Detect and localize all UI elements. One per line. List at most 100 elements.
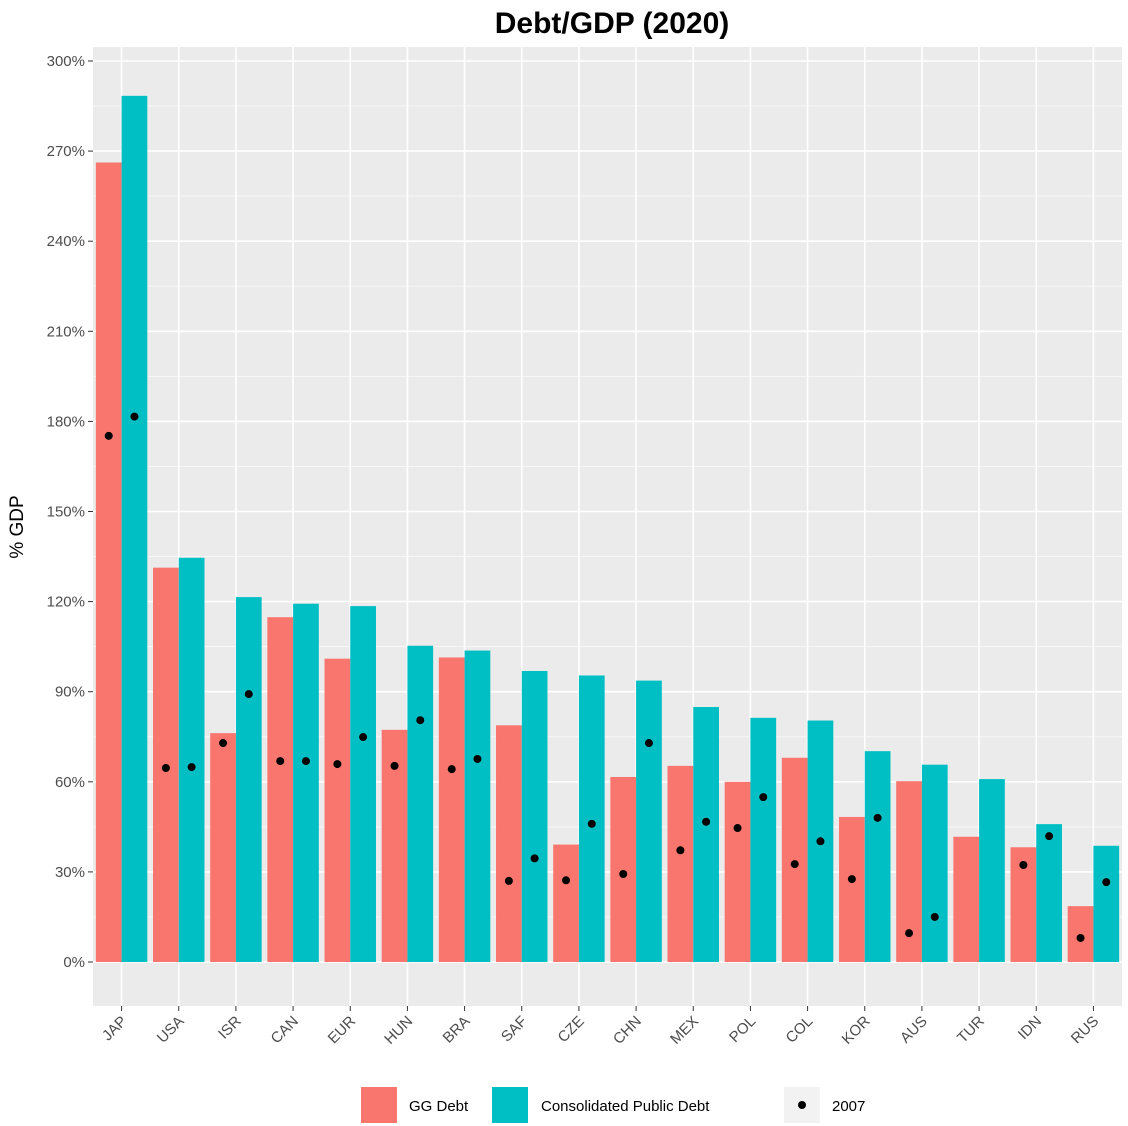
point-2007-gg-debt-bra (447, 765, 456, 774)
bar-consolidated-jap (121, 95, 148, 962)
x-tick-label-col: COL (783, 1013, 817, 1047)
bars-group (95, 95, 1120, 962)
bar-consolidated-can (293, 603, 319, 962)
y-tick-label: 30% (55, 864, 85, 881)
bar-consolidated-cze (578, 675, 605, 962)
bar-consolidated-isr (235, 597, 262, 962)
x-tick-label-isr: ISR (215, 1013, 245, 1043)
point-2007-gg-debt-rus (1076, 933, 1085, 942)
legend-swatch-gg-debt (361, 1087, 397, 1123)
y-tick-label: 180% (47, 413, 85, 430)
point-2007-gg-debt-hun (390, 761, 399, 770)
point-2007-gg-debt-pol (733, 824, 742, 833)
point-2007-consolidated-pol (759, 793, 768, 802)
bar-consolidated-mex (693, 707, 719, 962)
point-2007-gg-debt-usa (161, 763, 170, 772)
x-tick-label-eur: EUR (325, 1013, 360, 1048)
x-tick-label-rus: RUS (1068, 1013, 1102, 1047)
y-axis: 0% 30% 60% 90% 120% 150% 180% 210% 240% 270% 300% (47, 53, 93, 971)
plot-panel (93, 47, 1122, 1006)
bar-gg-debt-cze (553, 844, 579, 962)
point-2007-gg-debt-mex (676, 846, 685, 855)
bar-consolidated-idn (1036, 824, 1062, 962)
point-2007-consolidated-isr (244, 690, 253, 699)
bar-consolidated-chn (636, 680, 662, 962)
y-tick-label: 270% (47, 143, 85, 160)
point-2007-gg-debt-eur (333, 760, 342, 769)
x-axis: JAP USA ISR CAN EUR HUN BRA SAF CZE CHN MEX POL COL K… (99, 1006, 1102, 1048)
point-2007-consolidated-col (816, 837, 825, 846)
bar-gg-debt-eur (324, 658, 351, 962)
y-tick-label: 0% (63, 954, 85, 971)
point-2007-gg-debt-kor (847, 875, 856, 884)
bar-gg-debt-saf (496, 725, 522, 962)
y-tick-label: 60% (55, 774, 85, 791)
point-2007-consolidated-hun (416, 716, 425, 725)
bar-consolidated-saf (521, 670, 548, 962)
point-2007-consolidated-can (301, 757, 310, 766)
x-tick-label-chn: CHN (610, 1013, 645, 1048)
point-2007-gg-debt-jap (104, 431, 113, 440)
bar-gg-debt-pol (724, 781, 751, 962)
legend-point-2007 (798, 1101, 806, 1109)
chart-title: Debt/GDP (2020) (495, 7, 730, 40)
legend: GG Debt Consolidated Public Debt 2007 (361, 1087, 865, 1123)
point-2007-gg-debt-can (276, 757, 285, 766)
x-tick-label-tur: TUR (954, 1013, 988, 1047)
point-2007-consolidated-eur (359, 733, 368, 742)
point-2007-consolidated-chn (644, 739, 653, 748)
bar-consolidated-hun (407, 645, 434, 962)
bar-gg-debt-kor (839, 816, 865, 962)
y-tick-label: 210% (47, 323, 85, 340)
bar-gg-debt-jap (95, 162, 122, 962)
x-tick-label-saf: SAF (498, 1013, 531, 1046)
point-2007-consolidated-usa (187, 763, 196, 772)
bar-consolidated-eur (350, 606, 376, 962)
point-2007-consolidated-rus (1102, 878, 1111, 887)
point-2007-consolidated-idn (1045, 832, 1054, 841)
point-2007-gg-debt-chn (619, 870, 628, 879)
point-2007-gg-debt-cze (562, 876, 571, 885)
y-axis-label: % GDP (7, 495, 28, 558)
point-2007-gg-debt-aus (905, 929, 914, 938)
y-tick-label: 120% (47, 594, 85, 611)
y-tick-label: 90% (55, 684, 85, 701)
bar-gg-debt-tur (953, 836, 980, 962)
legend-label-consolidated-public-debt: Consolidated Public Debt (541, 1098, 710, 1115)
x-tick-label-hun: HUN (381, 1013, 416, 1048)
bar-gg-debt-chn (610, 776, 637, 962)
bar-gg-debt-col (781, 757, 808, 962)
y-tick-label: 300% (47, 53, 85, 70)
bar-consolidated-pol (750, 717, 777, 962)
x-tick-label-aus: AUS (897, 1013, 931, 1047)
point-2007-consolidated-kor (873, 813, 882, 822)
x-tick-label-mex: MEX (667, 1013, 702, 1048)
bar-gg-debt-can (267, 617, 294, 962)
point-2007-consolidated-jap (130, 412, 139, 421)
x-tick-label-usa: USA (154, 1013, 188, 1047)
bar-consolidated-usa (178, 557, 205, 962)
point-2007-consolidated-bra (473, 754, 482, 763)
bar-consolidated-tur (979, 779, 1005, 962)
x-tick-label-cze: CZE (555, 1013, 588, 1046)
x-tick-label-jap: JAP (99, 1013, 130, 1044)
point-2007-gg-debt-col (790, 860, 799, 869)
point-2007-consolidated-mex (702, 817, 711, 826)
x-tick-label-idn: IDN (1015, 1013, 1045, 1043)
bar-consolidated-aus (921, 764, 948, 962)
legend-swatch-consolidated-public-debt (492, 1087, 528, 1123)
bar-gg-debt-mex (667, 765, 694, 962)
point-2007-consolidated-aus (930, 912, 939, 921)
y-tick-label: 150% (47, 504, 85, 521)
bar-gg-debt-isr (210, 733, 236, 962)
bar-gg-debt-bra (438, 657, 465, 962)
x-tick-label-kor: KOR (839, 1013, 874, 1048)
bar-consolidated-bra (464, 650, 491, 962)
point-2007-gg-debt-saf (504, 876, 513, 885)
x-tick-label-can: CAN (267, 1013, 301, 1047)
points-2007-group (104, 412, 1111, 942)
legend-label-gg-debt: GG Debt (409, 1098, 469, 1115)
x-tick-label-pol: POL (726, 1013, 759, 1046)
point-2007-gg-debt-isr (219, 739, 228, 748)
